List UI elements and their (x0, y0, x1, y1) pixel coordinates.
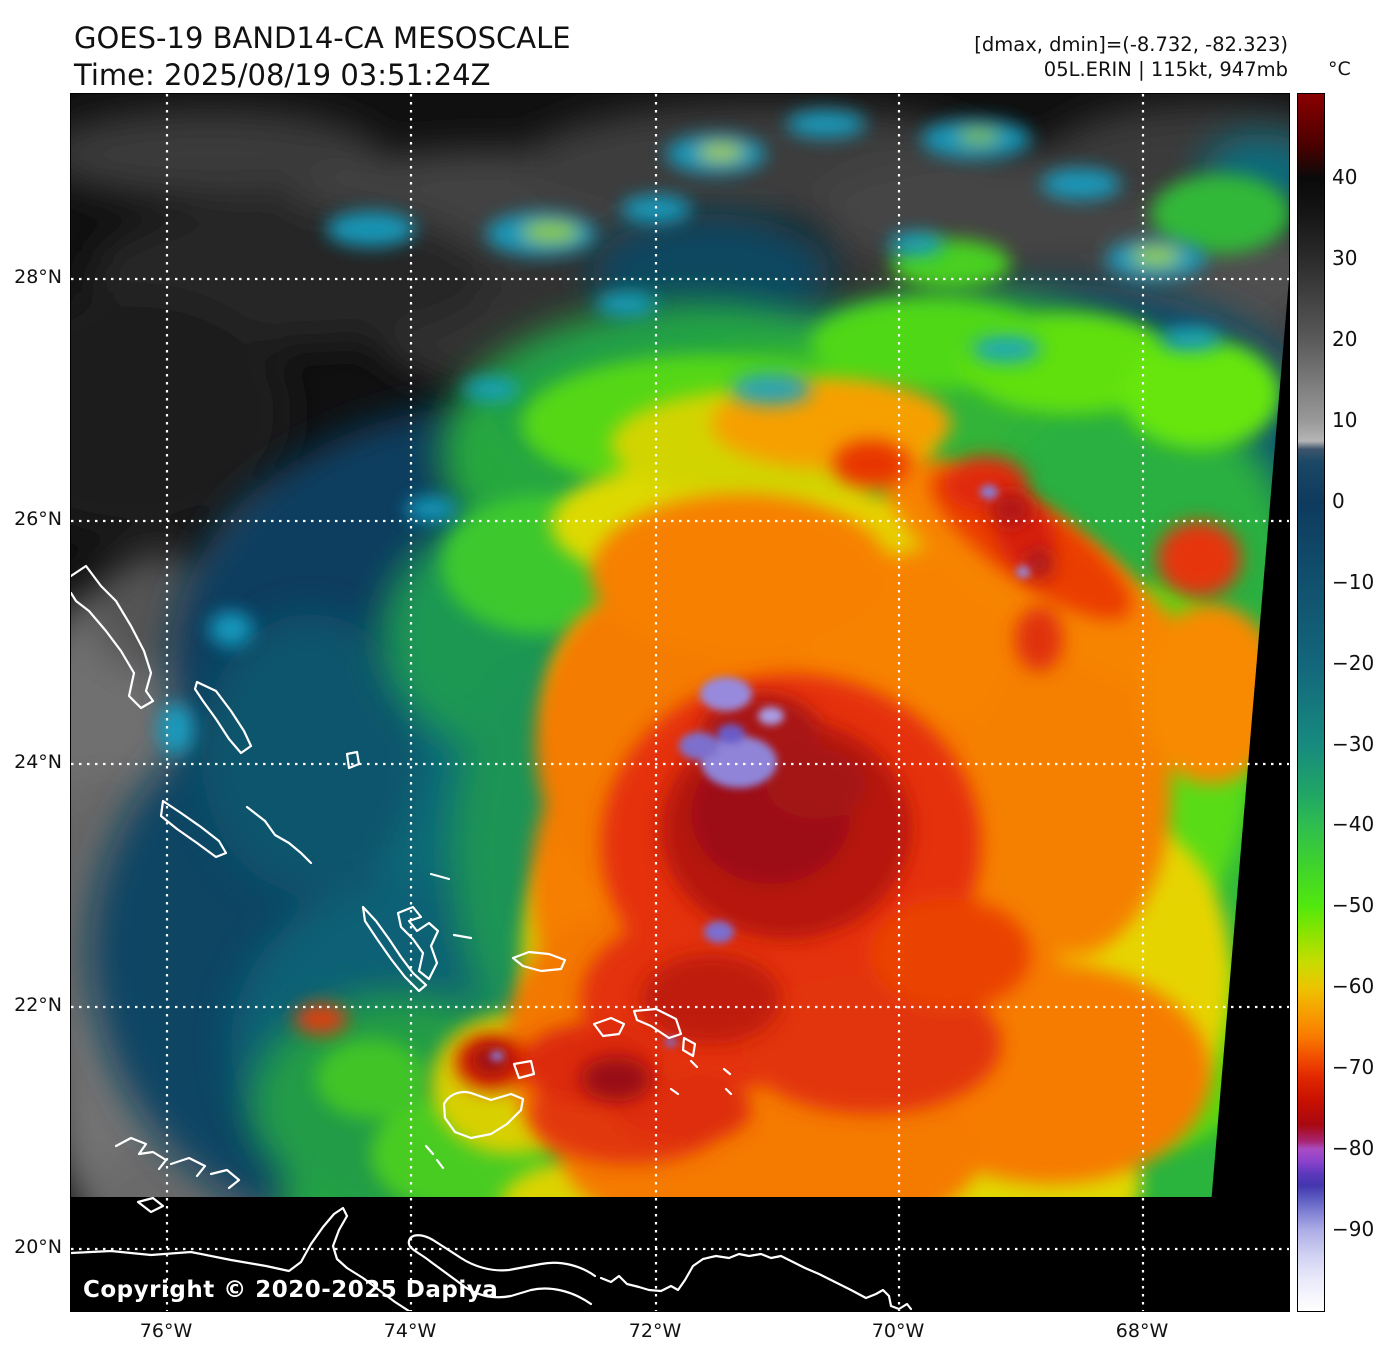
colorbar-tick-label: −40 (1332, 812, 1374, 836)
longitude-tick-label: 72°W (610, 1320, 700, 1342)
colorbar-tick-label: −30 (1332, 732, 1374, 756)
annotation-block: [dmax, dmin]=(-8.732, -82.323) 05L.ERIN … (974, 32, 1288, 82)
latitude-tick-label: 20°N (0, 1236, 62, 1258)
colorbar-tick-label: 0 (1332, 489, 1345, 513)
colorbar-unit-label: °C (1328, 58, 1351, 80)
colorbar-tick-label: 30 (1332, 246, 1357, 270)
colorbar-tick-label: 40 (1332, 165, 1357, 189)
colorbar-tick-label: −60 (1332, 974, 1374, 998)
longitude-tick-label: 76°W (121, 1320, 211, 1342)
latitude-tick-label: 28°N (0, 266, 62, 288)
page: GOES-19 BAND14-CA MESOSCALE Time: 2025/0… (0, 0, 1390, 1359)
satellite-map: Copyright © 2020-2025 Dapiya (70, 93, 1290, 1312)
annotation-dmax-dmin: [dmax, dmin]=(-8.732, -82.323) (974, 32, 1288, 57)
colorbar (1297, 93, 1325, 1312)
colorbar-tick-label: 10 (1332, 408, 1357, 432)
longitude-tick-label: 68°W (1097, 1320, 1187, 1342)
chart-title: GOES-19 BAND14-CA MESOSCALE (74, 20, 571, 57)
title-block: GOES-19 BAND14-CA MESOSCALE Time: 2025/0… (74, 20, 571, 94)
colorbar-tick-label: −20 (1332, 651, 1374, 675)
colorbar-tick-label: −10 (1332, 570, 1374, 594)
colorbar-tick-label: −90 (1332, 1217, 1374, 1241)
colorbar-tick-label: 20 (1332, 327, 1357, 351)
latitude-tick-label: 22°N (0, 994, 62, 1016)
colorbar-tick-label: −50 (1332, 893, 1374, 917)
longitude-tick-label: 74°W (365, 1320, 455, 1342)
copyright-label: Copyright © 2020-2025 Dapiya (83, 1277, 498, 1303)
latitude-tick-label: 26°N (0, 508, 62, 530)
latitude-tick-label: 24°N (0, 751, 62, 773)
satellite-image (71, 94, 1289, 1311)
longitude-tick-label: 70°W (853, 1320, 943, 1342)
chart-time: Time: 2025/08/19 03:51:24Z (74, 57, 571, 94)
colorbar-tick-label: −70 (1332, 1055, 1374, 1079)
colorbar-tick-label: −80 (1332, 1136, 1374, 1160)
annotation-storm-info: 05L.ERIN | 115kt, 947mb (974, 57, 1288, 82)
